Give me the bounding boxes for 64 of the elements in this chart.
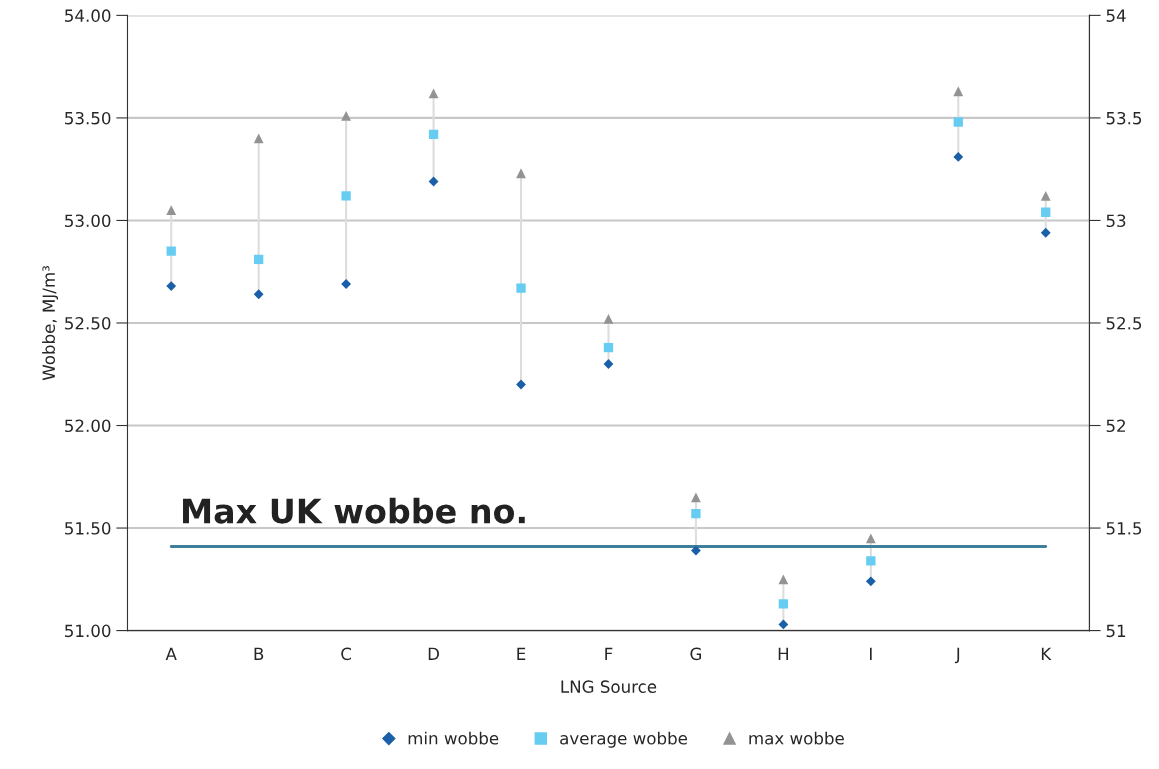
point: [953, 117, 963, 127]
point: [166, 246, 176, 256]
point: [778, 574, 789, 585]
y2-tick-label: 53.5: [1106, 111, 1142, 125]
point: [253, 133, 264, 144]
y-tick-label: 51.00: [65, 624, 111, 638]
ref-line-label: Max UK wobbe no.: [183, 497, 525, 524]
point: [603, 342, 614, 353]
point: [253, 289, 264, 300]
point: [166, 281, 177, 291]
point: [428, 129, 439, 139]
point: [865, 576, 876, 587]
point: [1041, 207, 1051, 217]
point: [341, 191, 351, 201]
y2-tick-label: 51.5: [1106, 522, 1142, 535]
point: [603, 313, 614, 324]
legend-label: min wobbe: [408, 731, 499, 745]
y-tick-label: 54.00: [65, 9, 111, 22]
legend-label: average wobbe: [560, 731, 688, 748]
point: [691, 492, 701, 503]
point: [603, 359, 614, 369]
x-tick-label: H: [778, 647, 789, 660]
x-axis-title: LNG Source: [561, 680, 657, 693]
x-tick-label: I: [870, 647, 872, 660]
x-tick-label: A: [165, 647, 177, 660]
y-tick-label: 51.50: [65, 522, 111, 535]
x-tick-label: E: [517, 647, 526, 660]
point: [341, 110, 352, 121]
y2-tick-label: 52.5: [1106, 316, 1142, 330]
point: [428, 88, 439, 99]
y2-tick-label: 53: [1106, 214, 1126, 228]
y2-tick-label: 52: [1106, 419, 1125, 433]
y2-tick-label: 51: [1106, 624, 1126, 638]
x-tick-label: J: [954, 647, 960, 664]
point: [516, 283, 526, 293]
point: [1040, 190, 1051, 201]
legend-label: max wobbe: [749, 731, 844, 745]
point: [953, 86, 964, 97]
x-tick-label: C: [341, 647, 352, 661]
point: [516, 168, 526, 179]
point: [953, 151, 964, 162]
y2-tick-label: 54: [1106, 9, 1126, 22]
point: [691, 545, 701, 556]
x-tick-label: F: [605, 647, 613, 660]
point: [778, 599, 789, 609]
point: [516, 379, 526, 390]
point: [1040, 227, 1051, 238]
point: [691, 509, 701, 519]
x-tick-label: B: [254, 647, 264, 660]
point: [254, 254, 264, 265]
y-tick-label: 52.50: [65, 316, 111, 330]
x-tick-label: K: [1041, 647, 1052, 660]
point: [428, 176, 439, 187]
point: [865, 533, 876, 544]
point: [778, 619, 789, 630]
point: [166, 205, 177, 216]
point: [866, 556, 876, 566]
point: [341, 279, 352, 289]
x-tick-label: G: [690, 647, 702, 661]
y-axis-title: Wobbe, MJ/m³: [42, 266, 59, 381]
x-tick-label: D: [428, 647, 439, 660]
y-tick-label: 52.00: [65, 419, 111, 433]
y-tick-label: 53.00: [65, 214, 111, 228]
y-tick-label: 53.50: [65, 111, 111, 125]
